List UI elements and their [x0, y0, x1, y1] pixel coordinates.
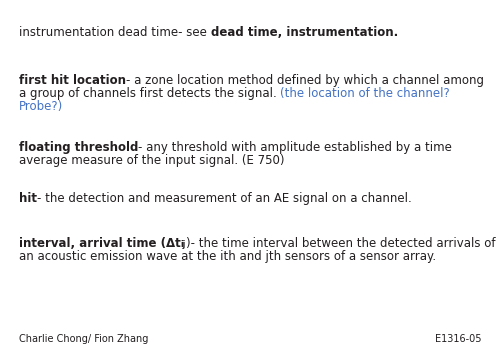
- Text: - the detection and measurement of an AE signal on a channel.: - the detection and measurement of an AE…: [37, 192, 412, 205]
- Text: a group of channels first detects the signal.: a group of channels first detects the si…: [19, 87, 280, 100]
- Text: ij: ij: [181, 240, 186, 249]
- Text: hit: hit: [19, 192, 37, 205]
- Text: (the location of the channel?: (the location of the channel?: [280, 87, 450, 100]
- Text: an acoustic emission wave at the ith and jth sensors of a sensor array.: an acoustic emission wave at the ith and…: [19, 250, 436, 263]
- Text: average measure of the input signal. (E 750): average measure of the input signal. (E …: [19, 154, 284, 167]
- Text: E1316-05: E1316-05: [434, 334, 481, 344]
- Text: dead time, instrumentation.: dead time, instrumentation.: [210, 26, 398, 40]
- Text: )- the time interval between the detected arrivals of: )- the time interval between the detecte…: [186, 237, 496, 250]
- Text: Charlie Chong/ Fion Zhang: Charlie Chong/ Fion Zhang: [19, 334, 148, 344]
- Text: first hit location: first hit location: [19, 74, 126, 87]
- Text: floating threshold: floating threshold: [19, 141, 138, 154]
- Text: Probe?): Probe?): [19, 100, 63, 113]
- Text: - a zone location method defined by which a channel among: - a zone location method defined by whic…: [126, 74, 484, 87]
- Text: instrumentation dead time- see: instrumentation dead time- see: [19, 26, 210, 40]
- Text: - any threshold with amplitude established by a time: - any threshold with amplitude establish…: [138, 141, 452, 154]
- Text: interval, arrival time (Δt: interval, arrival time (Δt: [19, 237, 181, 250]
